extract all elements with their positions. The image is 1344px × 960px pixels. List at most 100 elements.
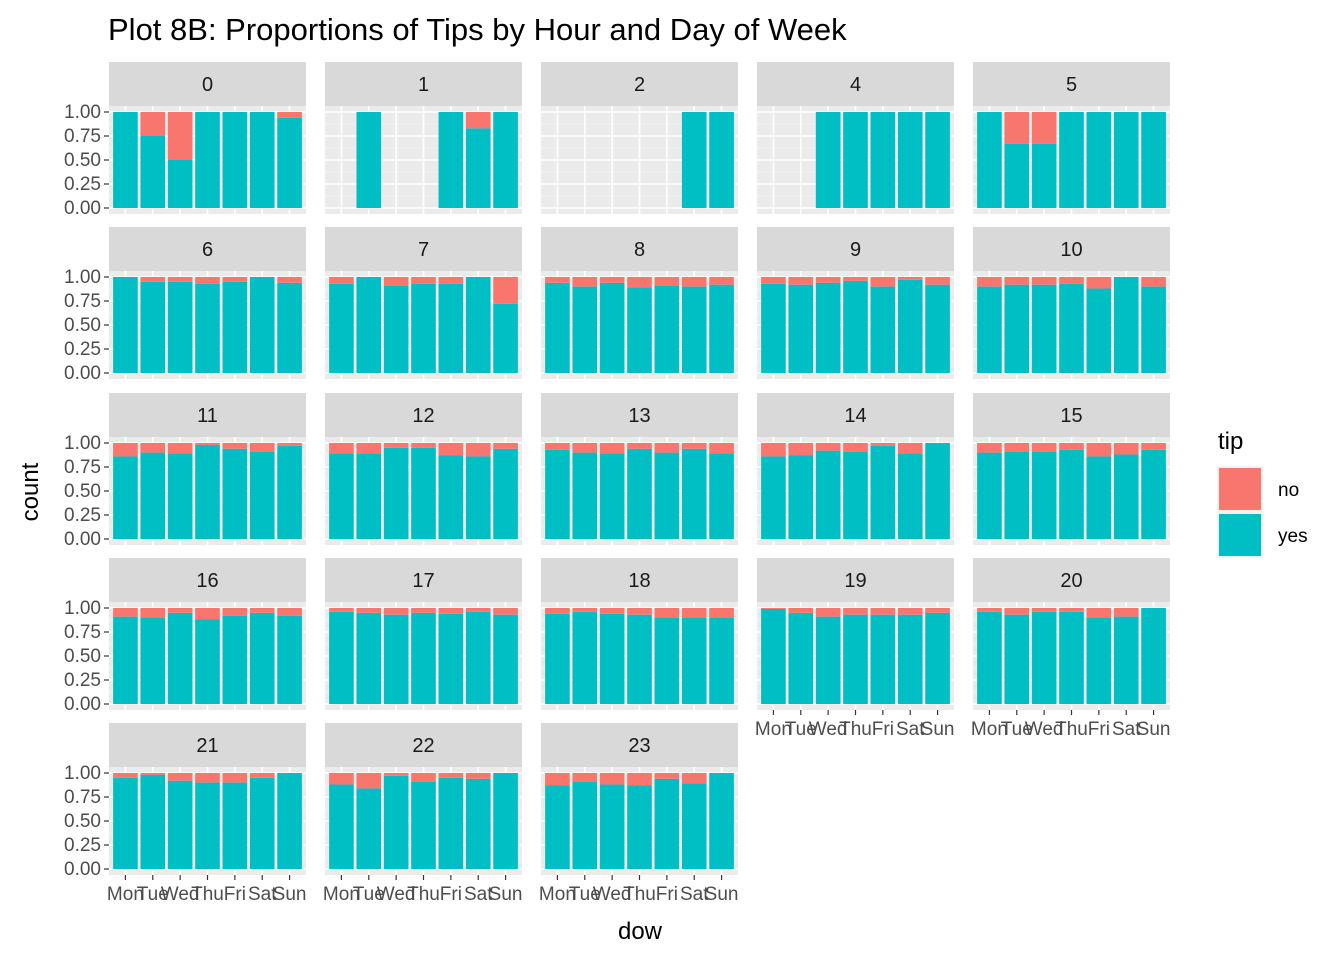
bar-no-Fri (222, 773, 248, 783)
x-tick-label: Tue (137, 884, 169, 905)
bar-yes-Mon (761, 283, 786, 373)
bar-no-Mon (329, 773, 354, 785)
bar-no-Tue (1004, 277, 1030, 285)
bar-yes-Mon (977, 611, 1002, 704)
bar-no-Wed (167, 773, 193, 781)
x-tick-label: Fri (224, 884, 246, 905)
bar-yes-Fri (438, 777, 464, 869)
x-tick-label: Fri (656, 884, 678, 905)
bar-no-Sun (1141, 443, 1166, 450)
bar-yes-Thu (411, 612, 436, 704)
bar-no-Wed (599, 443, 625, 454)
x-axis-title: dow (618, 918, 663, 945)
bar-no-Wed (815, 443, 841, 451)
facet-strip-label: 4 (850, 74, 861, 96)
bar-no-Thu (195, 608, 220, 620)
bar-yes-Fri (438, 112, 464, 208)
bar-no-Mon (545, 773, 570, 786)
bar-yes-Sat (1113, 616, 1139, 704)
y-tick-label: 0.00 (64, 363, 101, 384)
facet-panel-5: 5 (973, 62, 1170, 214)
bar-yes-Wed (815, 616, 841, 704)
bar-yes-Tue (572, 452, 598, 539)
bar-yes-Sun (925, 112, 950, 208)
x-tick-label: Sat (248, 884, 277, 905)
bar-no-Tue (572, 608, 598, 612)
bar-yes-Sun (709, 773, 734, 869)
y-tick-label: 0.75 (64, 291, 101, 312)
facet-panel-16: 16 0.00 0.25 0.50 0.75 1.00 (64, 558, 306, 715)
facet-panel-8: 8 (541, 227, 738, 379)
x-tick-label: Mon (971, 719, 1008, 740)
x-tick-label: Wed (809, 719, 848, 740)
bar-yes-Fri (1086, 288, 1112, 373)
facet-panel-17: 17 (325, 558, 522, 710)
x-tick-label: Thu (191, 884, 224, 905)
bar-yes-Mon (761, 456, 786, 539)
bar-no-Sun (925, 277, 950, 285)
bar-no-Thu (843, 608, 868, 615)
x-tick-label: Wed (1025, 719, 1064, 740)
bar-yes-Fri (222, 615, 248, 704)
facet-panel-2: 2 (541, 62, 738, 214)
bar-yes-Sun (1141, 286, 1166, 373)
bar-yes-Mon (113, 616, 138, 704)
facet-panel-12: 12 (325, 393, 522, 545)
bar-no-Sat (897, 608, 923, 615)
facet-strip-label: 14 (844, 405, 866, 427)
bar-yes-Sat (249, 777, 275, 869)
y-tick-label: 0.00 (64, 694, 101, 715)
bar-yes-Sun (1141, 449, 1166, 539)
bar-yes-Sun (277, 615, 302, 704)
facet-panel-15: 15 (973, 393, 1170, 545)
y-tick-label: 0.50 (64, 150, 101, 171)
legend-label-no: no (1278, 480, 1299, 501)
legend-key-no (1219, 468, 1261, 510)
bar-no-Thu (627, 443, 652, 449)
bar-yes-Mon (977, 452, 1002, 539)
bar-no-Sat (897, 277, 923, 280)
bar-yes-Wed (383, 285, 409, 373)
bar-yes-Tue (356, 112, 382, 208)
bar-yes-Sun (493, 303, 518, 373)
bar-yes-Wed (815, 112, 841, 208)
facet-strip (325, 62, 522, 106)
x-tick-label: Mon (539, 884, 576, 905)
bar-no-Fri (870, 277, 896, 287)
x-tick-label: Wed (377, 884, 416, 905)
bar-yes-Thu (627, 614, 652, 704)
bar-yes-Sat (897, 279, 923, 373)
bar-no-Sun (277, 443, 302, 446)
bar-no-Mon (761, 443, 786, 457)
facet-strip-label: 19 (844, 570, 866, 592)
bar-no-Thu (1059, 277, 1084, 284)
x-tick-label: Thu (623, 884, 656, 905)
facet-panels: 00.000.250.500.751.001 2 4 560.000.250.500.… (64, 62, 1170, 905)
bar-yes-Sat (681, 617, 707, 704)
bar-no-Sat (1113, 443, 1139, 455)
bar-yes-Sat (897, 453, 923, 539)
bar-yes-Tue (1004, 143, 1030, 208)
bar-yes-Mon (113, 277, 138, 373)
x-tick-label: Sat (464, 884, 493, 905)
bar-no-Wed (383, 277, 409, 286)
bar-yes-Wed (167, 281, 193, 373)
facet-strip (757, 558, 954, 602)
bar-no-Mon (545, 608, 570, 614)
facet-strip-label: 15 (1060, 405, 1082, 427)
bar-yes-Sat (465, 277, 491, 373)
bar-no-Fri (654, 608, 680, 618)
bar-no-Mon (113, 443, 138, 457)
bar-yes-Wed (1031, 611, 1057, 704)
bar-yes-Sun (709, 453, 734, 539)
facet-strip-label: 9 (850, 239, 861, 261)
bar-no-Tue (140, 443, 166, 453)
y-tick-label: 0.75 (64, 787, 101, 808)
bar-yes-Sun (493, 614, 518, 704)
bar-yes-Fri (870, 614, 896, 704)
bar-no-Tue (788, 277, 814, 285)
bar-yes-Tue (140, 452, 166, 539)
bar-yes-Sat (681, 448, 707, 539)
bar-yes-Wed (599, 453, 625, 539)
bar-yes-Tue (356, 277, 382, 373)
